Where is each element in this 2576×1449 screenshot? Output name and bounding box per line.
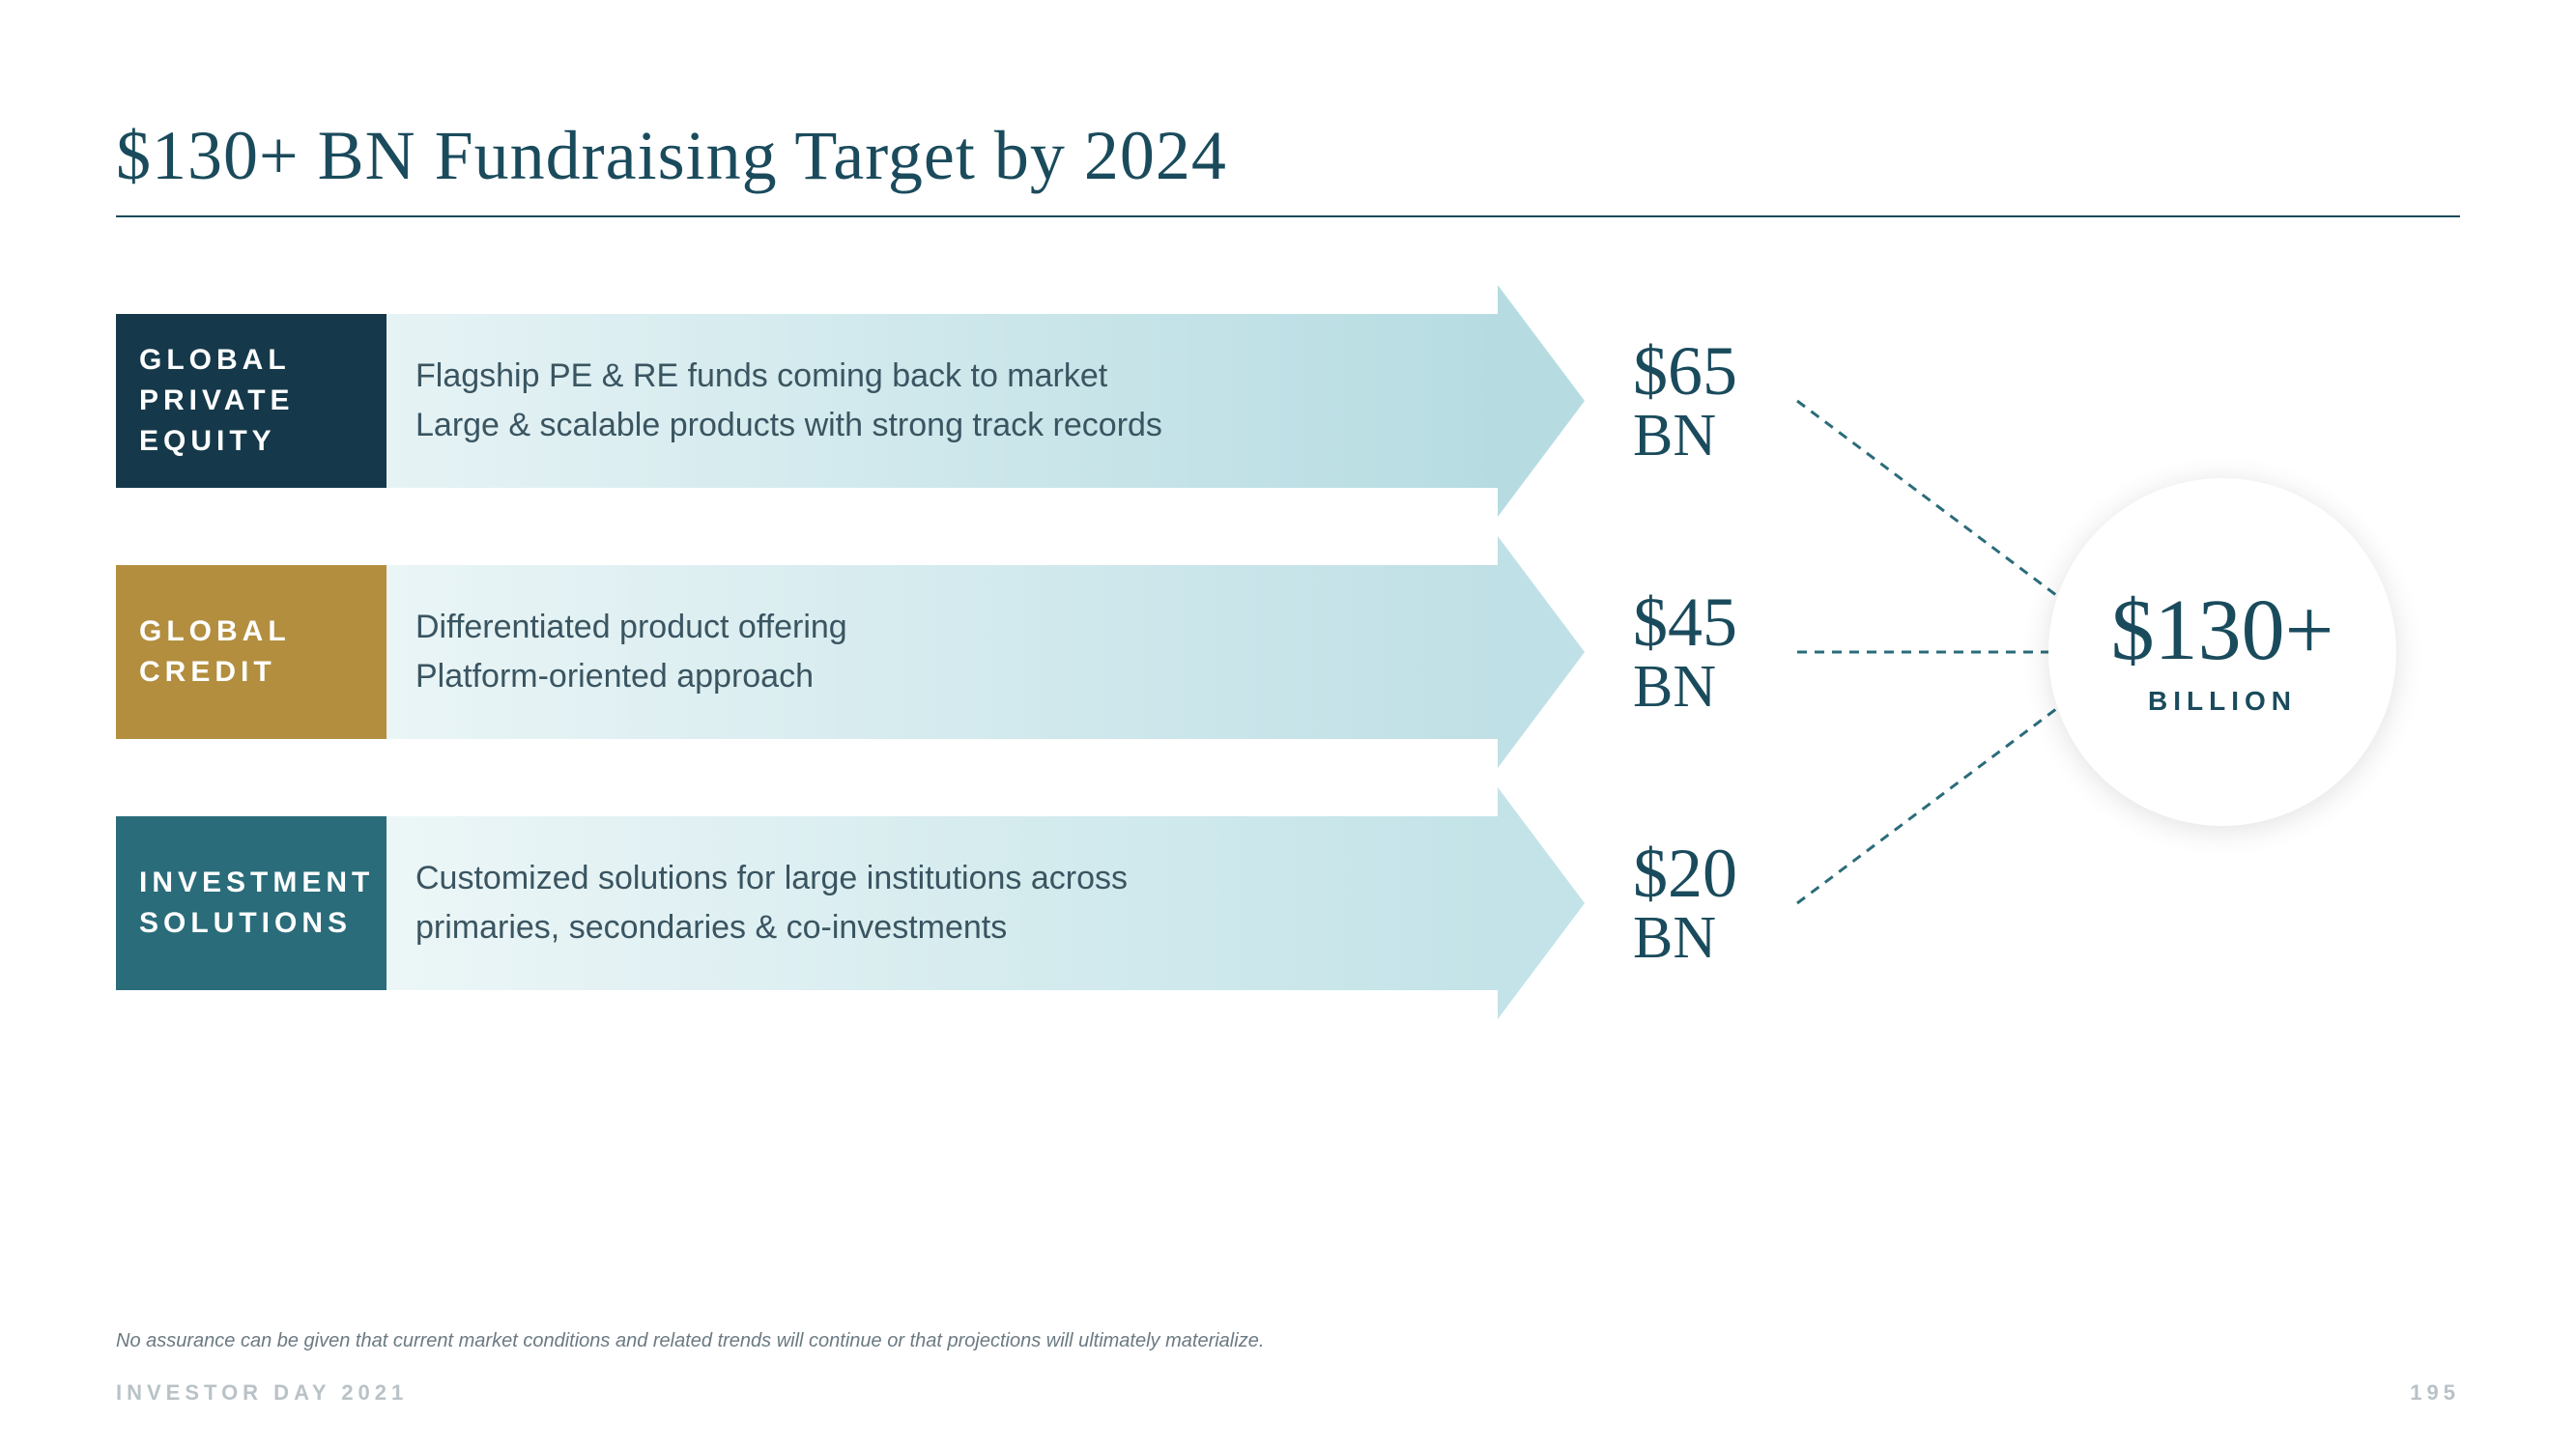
segment-label: INVESTMENTSOLUTIONS: [116, 816, 386, 990]
arrow-head-icon: [1498, 285, 1585, 517]
amount-unit: BN: [1633, 657, 1778, 717]
segment-amount: $20BN: [1585, 838, 1778, 968]
footer-bar: INVESTOR DAY 2021 195: [116, 1380, 2460, 1406]
diagram-area: GLOBALPRIVATEEQUITYFlagship PE & RE fund…: [116, 314, 2460, 990]
segment-amount: $65BN: [1585, 336, 1778, 466]
amount-value: $45: [1633, 587, 1778, 657]
total-circle: $130+ BILLION: [2048, 478, 2396, 826]
page-number: 195: [2410, 1380, 2460, 1406]
segment-description: Differentiated product offeringPlatform-…: [386, 565, 1498, 739]
amount-unit: BN: [1633, 406, 1778, 466]
segment-row: INVESTMENTSOLUTIONSCustomized solutions …: [116, 816, 1778, 990]
amount-unit: BN: [1633, 908, 1778, 968]
arrow-head-icon: [1498, 787, 1585, 1019]
segment-row: GLOBALPRIVATEEQUITYFlagship PE & RE fund…: [116, 314, 1778, 488]
segment-label: GLOBALPRIVATEEQUITY: [116, 314, 386, 488]
amount-value: $20: [1633, 838, 1778, 908]
disclaimer-text: No assurance can be given that current m…: [116, 1330, 1264, 1352]
segment-description: Flagship PE & RE funds coming back to ma…: [386, 314, 1498, 488]
segment-amount: $45BN: [1585, 587, 1778, 717]
amount-value: $65: [1633, 336, 1778, 406]
segment-label: GLOBALCREDIT: [116, 565, 386, 739]
total-value: $130+: [2111, 587, 2334, 674]
arrow-head-icon: [1498, 536, 1585, 768]
footer-left: INVESTOR DAY 2021: [116, 1380, 408, 1406]
page-title: $130+ BN Fundraising Target by 2024: [116, 116, 2460, 217]
rows-container: GLOBALPRIVATEEQUITYFlagship PE & RE fund…: [116, 314, 1778, 990]
segment-description: Customized solutions for large instituti…: [386, 816, 1498, 990]
segment-row: GLOBALCREDITDifferentiated product offer…: [116, 565, 1778, 739]
total-unit: BILLION: [2148, 686, 2297, 717]
